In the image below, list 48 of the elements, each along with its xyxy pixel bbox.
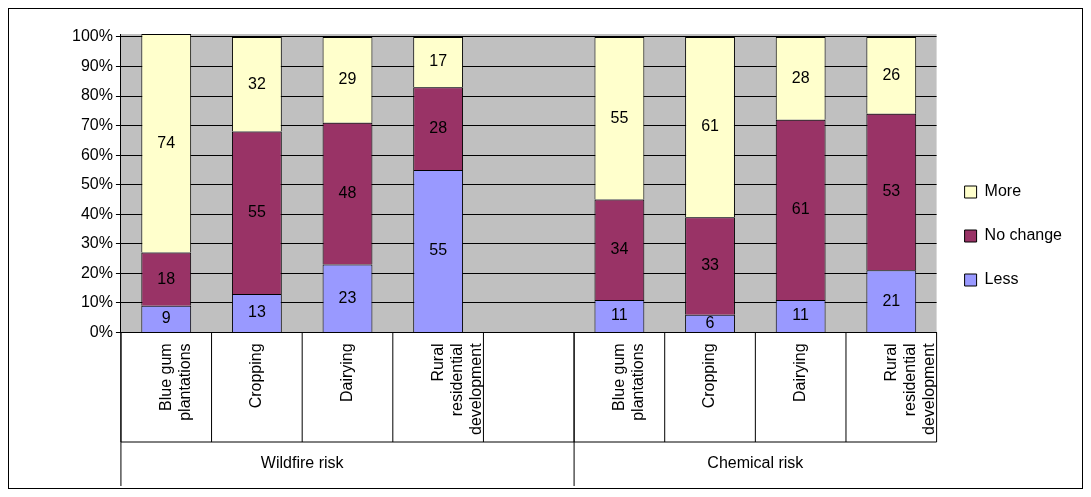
data-label: 53 (882, 182, 901, 200)
data-label: 55 (610, 108, 629, 126)
legend-label: More (984, 182, 1022, 200)
y-tick-label: 10% (80, 293, 113, 311)
y-tick-label: 70% (80, 115, 113, 133)
x-tick-label: Blue gum plantations (156, 343, 193, 421)
y-tick-label: 40% (80, 204, 113, 222)
data-label: 48 (338, 183, 357, 201)
text: Chemical risk (707, 454, 805, 472)
data-label: 11 (611, 306, 628, 324)
y-tick-label: 50% (80, 175, 113, 193)
data-label: 55 (247, 203, 266, 221)
y-tick-label: 60% (80, 145, 113, 163)
data-label: 13 (247, 303, 266, 321)
data-label: 32 (247, 74, 266, 92)
data-label: 6 (705, 313, 715, 331)
x-tick-label: Rural residential development (881, 342, 938, 436)
data-label: 61 (701, 117, 720, 135)
data-label: 21 (882, 291, 901, 309)
data-label: 26 (882, 65, 901, 83)
y-tick-label: 30% (80, 234, 113, 252)
y-tick-label: 80% (80, 86, 113, 104)
legend-label: No change (984, 226, 1063, 244)
data-label: 11 (792, 306, 810, 324)
data-label: 18 (157, 269, 176, 287)
data-label: 28 (791, 68, 810, 86)
data-label: 74 (157, 133, 176, 151)
data-label: 17 (429, 52, 448, 70)
data-label: 29 (338, 70, 357, 88)
y-tick-label: 20% (80, 263, 113, 281)
data-label: 34 (610, 240, 629, 258)
data-label: 61 (791, 200, 810, 218)
y-tick-label: 90% (80, 56, 113, 74)
x-tick-label: Rural residential development (428, 342, 484, 436)
data-label: 55 (429, 241, 448, 259)
y-tick-label: 0% (89, 322, 113, 340)
text: Wildfire risk (260, 454, 345, 472)
x-tick-label: Cropping (247, 343, 265, 409)
x-tick-label: Dairying (337, 343, 355, 403)
data-label: 33 (701, 256, 720, 274)
data-label: 23 (338, 288, 357, 306)
legend-label: Less (984, 270, 1019, 288)
x-tick-label: Dairying (791, 343, 809, 403)
x-tick-label: Cropping (700, 343, 718, 409)
data-label: 28 (429, 118, 448, 136)
x-tick-label: Blue gum plantations (609, 343, 646, 421)
y-tick-label: 100% (72, 27, 113, 45)
data-label: 9 (161, 309, 171, 327)
